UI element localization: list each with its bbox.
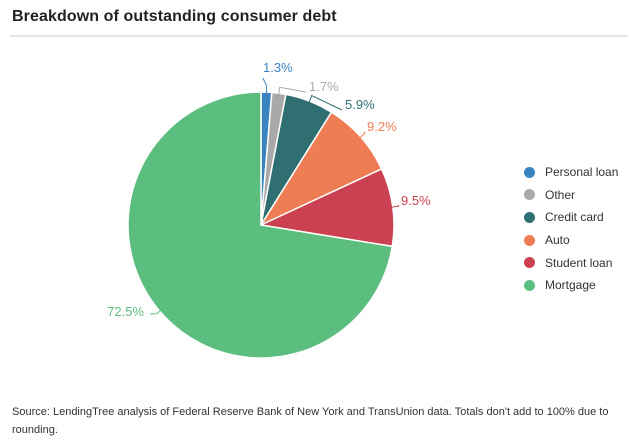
- leader-line-mortgage: [149, 309, 162, 315]
- title-divider: [10, 35, 628, 37]
- legend-item-auto: Auto: [524, 229, 636, 252]
- legend-label-mortgage: Mortgage: [545, 278, 596, 293]
- pie-data-labels: 1.3% 1.7% 5.9% 9.2% 9.5% 72.5%: [107, 60, 431, 319]
- data-label-auto: 9.2%: [367, 119, 397, 134]
- data-label-student-loan: 9.5%: [401, 193, 431, 208]
- pie-leader-lines: [149, 77, 400, 315]
- legend-swatch-student-loan: [524, 257, 535, 269]
- data-label-mortgage: 72.5%: [107, 304, 144, 319]
- legend-swatch-auto: [524, 234, 535, 246]
- legend-swatch-credit-card: [524, 211, 535, 223]
- pie-slices: [127, 91, 395, 359]
- chart-legend: Personal loan Other Credit card Auto Student…: [524, 161, 636, 297]
- legend-item-mortgage: Mortgage: [524, 274, 636, 297]
- leader-line-personal-loan: [262, 77, 268, 95]
- data-label-credit-card: 5.9%: [345, 97, 375, 112]
- legend-label-other: Other: [545, 187, 576, 202]
- legend-label-credit-card: Credit card: [545, 210, 604, 225]
- source-note: Source: LendingTree analysis of Federal …: [12, 406, 609, 436]
- legend-item-other: Other: [524, 184, 636, 207]
- legend-item-credit-card: Credit card: [524, 206, 636, 229]
- chart-title: Breakdown of outstanding consumer debt: [12, 8, 337, 25]
- leader-line-credit-card: [308, 94, 343, 111]
- legend-swatch-mortgage: [524, 279, 535, 291]
- legend-item-personal-loan: Personal loan: [524, 161, 636, 184]
- leader-line-student-loan: [390, 204, 400, 208]
- legend-item-student-loan: Student loan: [524, 251, 636, 274]
- legend-label-auto: Auto: [545, 233, 570, 248]
- data-label-other: 1.7%: [309, 79, 339, 94]
- legend-swatch-other: [524, 189, 535, 201]
- legend-swatch-personal-loan: [524, 166, 535, 178]
- legend-label-student-loan: Student loan: [545, 255, 613, 270]
- legend-label-personal-loan: Personal loan: [545, 165, 619, 180]
- leader-line-auto: [358, 131, 366, 139]
- data-label-personal-loan: 1.3%: [263, 60, 293, 75]
- leader-line-other: [278, 86, 307, 96]
